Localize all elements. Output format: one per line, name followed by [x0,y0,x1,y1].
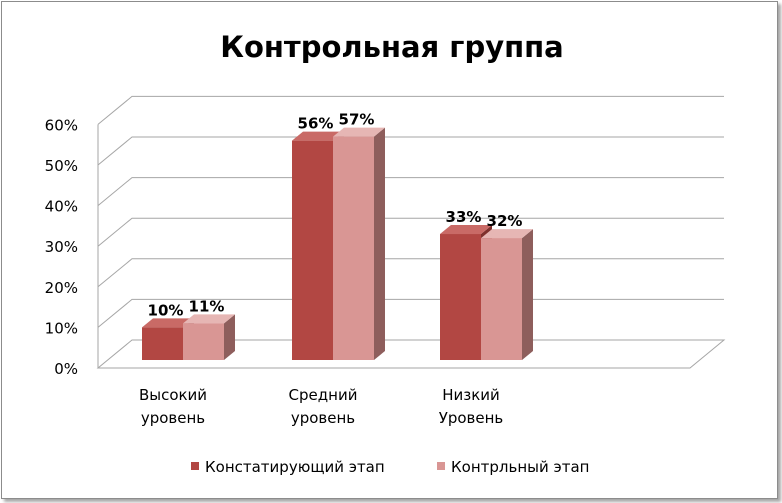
legend-swatch [437,462,445,470]
data-label: 33% [446,208,482,226]
bar-front [481,238,522,360]
y-tick-label: 60% [45,116,78,134]
data-label: 11% [189,297,225,315]
x-category-label: уровень [291,409,355,427]
y-tick-label: 0% [54,360,78,378]
y-axis-ticks: 0% 10% 20% 30% 40% 50% 60% [45,116,78,378]
bar-front [183,323,224,360]
data-label: 10% [148,301,184,319]
data-labels: 10% 56% 33% 11% 57% 32% [148,111,523,320]
legend-label: Контрльный этап [451,458,589,476]
bar-front [292,140,333,360]
chart-floor [96,339,726,369]
bar-side [522,229,533,360]
x-category-label: уровень [141,409,205,427]
y-tick-label: 40% [45,198,78,216]
bar-top [481,229,533,239]
gridline [97,217,724,247]
bar-top [292,131,344,141]
gridline [97,258,724,288]
x-category-label: Низкий [442,386,500,404]
x-category-label: Высокий [139,386,207,404]
data-label: 32% [487,212,523,230]
bar-top [142,318,194,328]
x-category-label: Средний [289,386,358,404]
bar-top [333,127,385,137]
y-tick-label: 10% [45,319,78,337]
x-axis-labels: Высокий уровень Средний уровень Низкий Уровен… [139,386,503,427]
bar [333,127,385,360]
legend: Констатирующий этап Контрльный этап [191,458,589,476]
bar-top [440,225,492,235]
bar-side [224,314,235,360]
legend-swatch [191,462,199,470]
y-tick-label: 20% [45,279,78,297]
bar-front [440,234,481,360]
bar-front [333,136,374,360]
gridlines [97,95,724,328]
bar [481,229,533,360]
gridline [97,136,724,166]
bar-front [142,327,183,360]
data-label: 56% [298,115,334,133]
bars [142,127,533,360]
gridline [97,177,724,206]
bar-top [183,314,235,324]
y-tick-label: 30% [45,238,78,256]
legend-label: Констатирующий этап [205,458,385,476]
chart-title: Контрольная группа [220,30,564,64]
bar-side [374,127,385,360]
y-tick-label: 50% [45,157,78,175]
x-category-label: Уровень [439,409,504,427]
gridline [97,95,724,125]
data-label: 57% [339,111,375,129]
bar [183,314,235,360]
